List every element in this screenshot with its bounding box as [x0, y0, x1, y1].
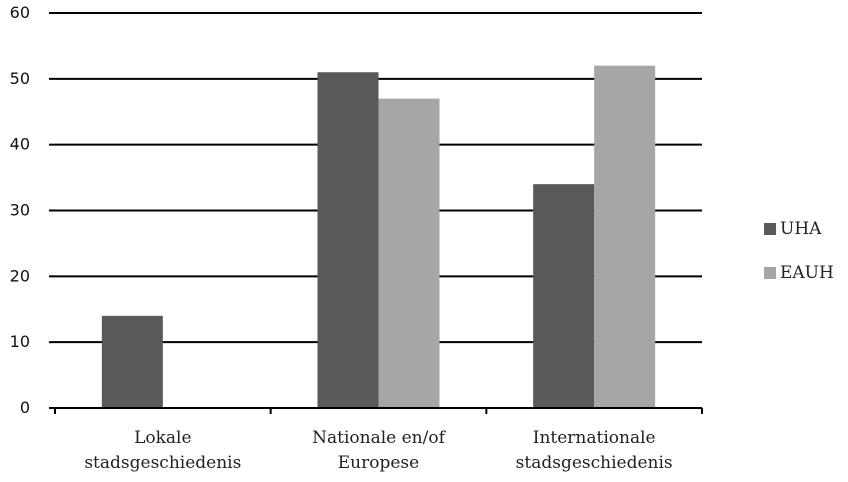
- x-axis-ticks: [54, 408, 703, 414]
- x-category-label: stadsgeschiedenis: [516, 453, 673, 473]
- bar-eauh: [378, 98, 440, 408]
- bar-uha: [533, 184, 595, 408]
- legend-swatch-eauh: [764, 267, 776, 279]
- x-category-label: Lokale: [134, 428, 191, 448]
- legend-label-eauh: EAUH: [780, 263, 834, 283]
- x-category-label: Europese: [338, 453, 419, 473]
- y-tick-label: 10: [10, 332, 30, 351]
- x-axis-labels: Lokale stadsgeschiedenis Nationale en/of Eu…: [84, 428, 672, 473]
- y-axis-ticks: 0 10 20 30 40 50 60: [10, 3, 55, 417]
- y-tick-label: 20: [10, 266, 30, 285]
- x-category-label: Nationale en/of: [312, 428, 446, 448]
- bar-eauh: [594, 65, 656, 409]
- y-tick-label: 30: [10, 201, 30, 220]
- legend: UHA EAUH: [764, 219, 834, 283]
- bar-uha: [101, 315, 163, 408]
- x-category-label: Internationale: [533, 428, 656, 448]
- bars: [101, 65, 656, 409]
- x-category-label: stadsgeschiedenis: [84, 453, 241, 473]
- legend-label-uha: UHA: [780, 219, 822, 239]
- y-tick-label: 0: [20, 398, 30, 417]
- y-tick-label: 60: [10, 3, 30, 22]
- y-tick-label: 50: [10, 69, 30, 88]
- bar-uha: [317, 72, 379, 408]
- y-tick-label: 40: [10, 135, 30, 154]
- legend-swatch-uha: [764, 223, 776, 235]
